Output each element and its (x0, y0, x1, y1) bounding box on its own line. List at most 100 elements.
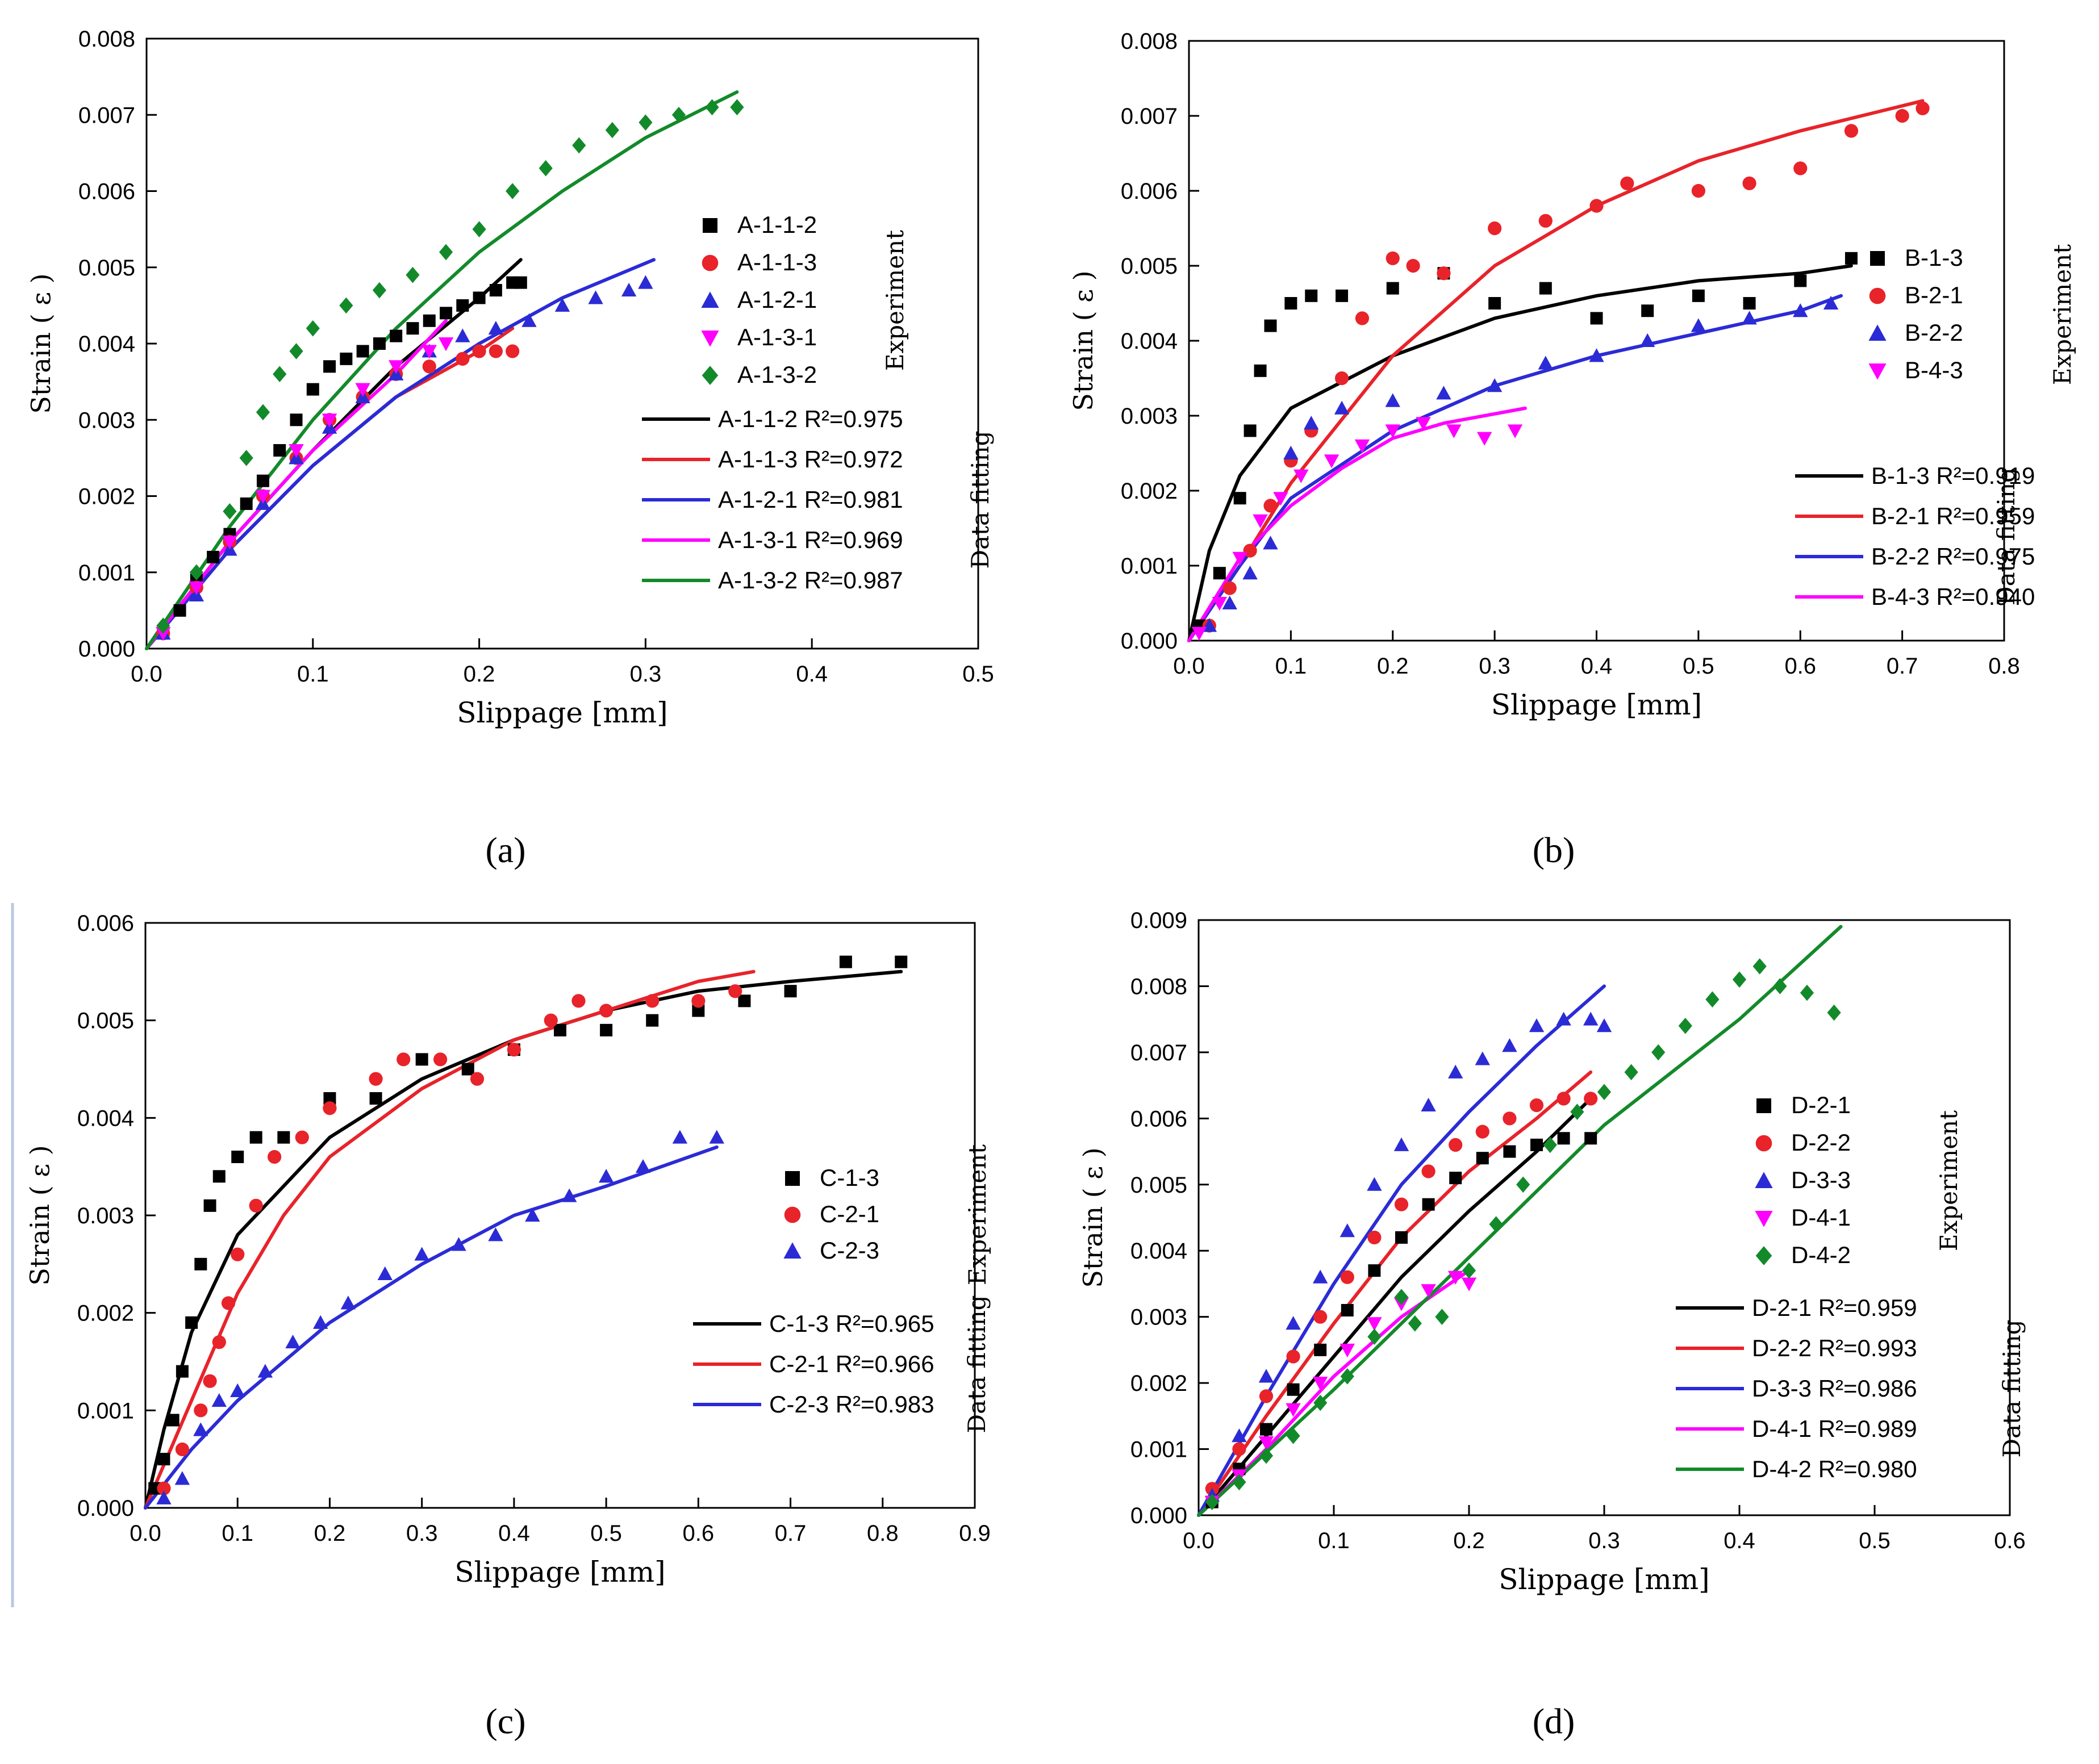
data-point-B-1-3 (1213, 567, 1226, 580)
legend-marker-D-2-2 (1755, 1135, 1772, 1152)
data-point-B-2-1 (1386, 251, 1400, 265)
data-point-B-2-2 (1385, 393, 1400, 407)
x-tick-label: 0.5 (590, 1521, 622, 1546)
data-point-D-2-1 (1584, 1132, 1597, 1145)
data-point-D-2-2 (1584, 1092, 1598, 1106)
data-point-B-2-1 (1895, 108, 1909, 123)
x-tick-label: 0.4 (1581, 654, 1613, 679)
data-point-C-1-3 (415, 1053, 428, 1066)
x-tick-label: 0.2 (1377, 654, 1409, 679)
data-point-A-1-3-2 (671, 106, 686, 123)
data-point-C-1-3 (600, 1023, 613, 1036)
x-axis-title: Slippage [mm] (457, 696, 667, 729)
data-point-B-4-3 (1324, 454, 1339, 469)
data-point-D-2-2 (1367, 1230, 1382, 1245)
legend-label-C-2-1: C-2-1 (820, 1201, 879, 1227)
data-point-B-1-3 (1845, 252, 1858, 265)
legend-marker-D-2-1 (1756, 1098, 1771, 1113)
data-point-C-2-1 (323, 1101, 337, 1115)
x-tick-label: 0.4 (1724, 1528, 1755, 1553)
data-point-A-1-3-1 (189, 581, 205, 595)
y-tick-label: 0.001 (78, 561, 135, 586)
data-point-A-1-1-2 (306, 383, 319, 396)
chart-panel-d: 0.0 0.1 0.2 0.3 0.4 0.5 0.6 0.000 0.001 0.002 0.00… (1078, 908, 2026, 1596)
data-point-B-2-2 (1793, 303, 1808, 317)
legend-label-B-1-3: B-1-3 (1905, 244, 1963, 271)
data-point-D-4-2 (1205, 1494, 1219, 1511)
y-tick-label: 0.007 (1130, 1040, 1187, 1065)
y-tick-label: 0.006 (1130, 1106, 1187, 1131)
data-point-A-1-1-3 (489, 344, 503, 358)
data-point-A-1-3-2 (289, 343, 303, 360)
data-point-C-2-1 (194, 1403, 208, 1418)
data-point-D-4-2 (1732, 971, 1747, 988)
data-point-A-1-3-2 (472, 221, 486, 237)
data-point-D-4-2 (1624, 1064, 1638, 1081)
data-point-D-4-2 (1340, 1368, 1354, 1385)
data-point-B-4-3 (1232, 551, 1247, 566)
legend-marker-B-2-1 (1869, 287, 1886, 304)
data-point-B-4-3 (1253, 514, 1268, 528)
legend-fit-label-D-3-3: D-3-3 R²=0.986 (1752, 1375, 1917, 1402)
legend-label-A-1-3-2: A-1-3-2 (737, 361, 817, 388)
y-tick-label: 0.008 (1121, 29, 1178, 54)
data-point-A-1-1-3 (422, 360, 436, 374)
legend-label-A-1-3-1: A-1-3-1 (737, 324, 817, 350)
legend-fit-label-D-2-1: D-2-1 R²=0.959 (1752, 1294, 1917, 1321)
data-point-C-1-3 (895, 955, 908, 968)
data-point-C-2-3 (709, 1130, 724, 1144)
data-point-C-2-1 (433, 1052, 448, 1067)
chart-panel-a: 0.0 0.1 0.2 0.3 0.4 0.5 0.000 0.001 0.002 0.003 0.… (26, 27, 994, 729)
data-point-C-1-3 (231, 1151, 244, 1163)
data-point-C-1-3 (249, 1131, 262, 1144)
data-point-C-1-3 (185, 1316, 198, 1329)
y-tick-label: 0.004 (78, 332, 135, 357)
data-point-C-1-3 (461, 1063, 474, 1076)
data-point-D-2-2 (1232, 1442, 1246, 1456)
data-point-C-2-3 (340, 1295, 356, 1310)
data-point-A-1-1-2 (256, 474, 269, 487)
x-tick-label: 0.4 (796, 662, 828, 687)
data-point-A-1-1-2 (456, 299, 469, 312)
data-point-A-1-1-2 (273, 444, 286, 457)
data-point-D-4-2 (1286, 1427, 1300, 1444)
x-tick-label: 0.6 (1994, 1528, 2026, 1553)
data-point-B-2-2 (1334, 400, 1350, 415)
legend-fit-label-A-1-1-3: A-1-1-3 R²=0.972 (718, 446, 903, 473)
y-tick-label: 0.007 (78, 103, 135, 128)
data-point-D-3-3 (1421, 1097, 1436, 1112)
data-point-A-1-1-2 (423, 314, 436, 327)
data-point-C-1-3 (323, 1092, 336, 1105)
data-point-A-1-1-2 (207, 550, 220, 563)
legend-group-experiment: Experiment (1935, 1110, 1963, 1251)
data-point-D-4-2 (1435, 1309, 1449, 1325)
legend-label-D-3-3: D-3-3 (1791, 1167, 1851, 1193)
x-tick-label: 0.1 (1318, 1528, 1350, 1553)
data-point-B-1-3 (1794, 274, 1807, 287)
data-point-B-2-2 (1242, 566, 1258, 580)
data-point-D-4-2 (1259, 1447, 1274, 1464)
data-point-B-1-3 (1590, 312, 1603, 325)
data-point-D-4-2 (1313, 1394, 1328, 1411)
data-point-A-1-1-2 (489, 284, 502, 297)
data-point-B-2-1 (1538, 214, 1553, 228)
data-point-C-2-3 (313, 1315, 328, 1329)
data-point-C-2-1 (212, 1335, 226, 1349)
data-point-B-1-3 (1254, 364, 1267, 377)
data-point-D-4-2 (1516, 1176, 1530, 1193)
legend-label-D-2-1: D-2-1 (1791, 1092, 1851, 1118)
data-point-B-2-2 (1263, 536, 1278, 550)
fit-curve-D-2-1 (1197, 1097, 1593, 1517)
legend-fit-label-A-1-3-2: A-1-3-2 R²=0.987 (718, 567, 903, 593)
data-point-A-1-1-2 (440, 307, 453, 320)
data-point-C-2-1 (599, 1004, 614, 1018)
data-point-B-1-3 (1233, 492, 1246, 505)
legend-fit-label-D-4-2: D-4-2 R²=0.980 (1752, 1456, 1917, 1482)
data-point-D-2-2 (1529, 1098, 1544, 1113)
legend-group-data-fitting: Data fitting (966, 430, 994, 569)
data-point-B-1-3 (1641, 304, 1654, 317)
data-point-D-3-3 (1475, 1051, 1490, 1065)
legend-group-data-fitting: Data fitting (1998, 1319, 2026, 1457)
legend-marker-D-4-1 (1755, 1211, 1773, 1227)
data-point-B-2-2 (1639, 333, 1655, 347)
